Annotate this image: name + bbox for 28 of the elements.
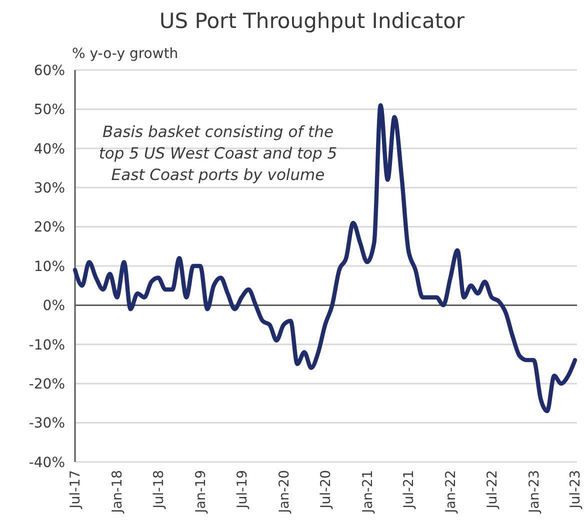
x-tick-label: Jul-19 bbox=[234, 470, 250, 510]
y-tick-label: -20% bbox=[28, 376, 65, 392]
y-tick-label: 20% bbox=[34, 220, 65, 236]
y-tick-label: 0% bbox=[42, 298, 65, 314]
x-tick-label: Jul-23 bbox=[568, 470, 584, 510]
y-tick-label: 60% bbox=[34, 62, 65, 79]
x-tick-label: Jul-21 bbox=[401, 470, 418, 510]
y-tick-label: 30% bbox=[34, 180, 65, 196]
y-tick-label: -10% bbox=[28, 337, 65, 354]
y-tick-label: -30% bbox=[28, 416, 65, 432]
x-tick-label: Jan-18 bbox=[110, 470, 126, 514]
x-tick-label: Jan-19 bbox=[193, 470, 210, 514]
x-tick-label: Jan-21 bbox=[360, 470, 376, 514]
chart-title: US Port Throughput Indicator bbox=[159, 9, 465, 33]
y-tick-label: 10% bbox=[34, 258, 65, 275]
x-tick-label: Jan-20 bbox=[276, 470, 292, 514]
x-tick-label: Jul-22 bbox=[484, 470, 500, 510]
y-axis-title: % y-o-y growth bbox=[72, 46, 178, 62]
y-tick-label: 50% bbox=[34, 102, 65, 118]
x-tick-label: Jan-23 bbox=[526, 470, 542, 514]
x-tick-label: Jul-20 bbox=[318, 470, 334, 510]
y-tick-label: -40% bbox=[28, 454, 65, 471]
line-series bbox=[72, 103, 578, 414]
x-tick-label: Jul-17 bbox=[68, 470, 84, 510]
x-tick-label: Jul-18 bbox=[151, 470, 168, 510]
y-tick-label: 40% bbox=[34, 141, 65, 158]
annotation: Basis basket consisting of the top 5 US West Coast and top 5 East Coast ports by volume bbox=[98, 123, 338, 184]
x-tick-label: Jan-22 bbox=[443, 470, 460, 514]
